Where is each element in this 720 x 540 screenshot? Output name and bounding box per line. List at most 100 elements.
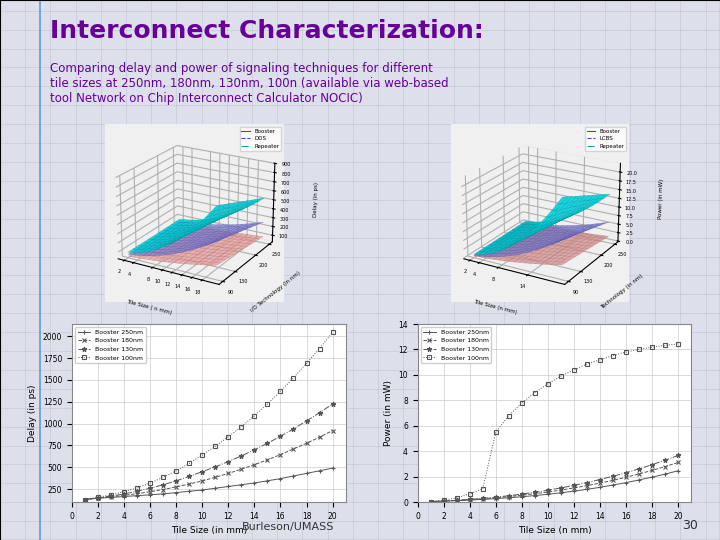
Booster 130nm [237,453,246,459]
Booster 250nm [172,489,181,496]
Line: Booster 250nm: Booster 250nm [83,465,335,502]
Booster 100nm [289,375,298,381]
Booster 250nm [518,494,526,500]
Booster 250nm [595,484,604,490]
Booster 250nm [159,491,168,497]
Line: Booster 130nm: Booster 130nm [428,453,680,504]
Booster 250nm [250,480,258,486]
Booster 250nm [635,477,644,483]
Booster 180nm [315,434,324,441]
Booster 180nm [185,481,194,487]
Booster 180nm [531,490,539,497]
Booster 250nm [146,491,155,498]
Y-axis label: Delay (in ps): Delay (in ps) [28,384,37,442]
Booster 100nm [198,452,207,458]
Booster 180nm [224,470,233,477]
Booster 100nm [159,474,168,481]
Booster 100nm [674,341,683,347]
Booster 130nm [315,409,324,416]
Booster 250nm [557,490,565,496]
Booster 180nm [94,495,102,501]
Booster 180nm [648,467,657,474]
Booster 180nm [81,496,89,503]
Booster 130nm [492,494,500,501]
Booster 130nm [250,447,258,453]
Booster 250nm [674,468,683,474]
Booster 180nm [635,471,644,477]
Booster 130nm [198,468,207,475]
Booster 130nm [159,482,168,488]
X-axis label: Tile Size (in mm): Tile Size (in mm) [171,526,247,536]
Booster 100nm [582,361,591,367]
Line: Booster 250nm: Booster 250nm [428,468,680,504]
Booster 180nm [120,492,128,498]
Booster 100nm [518,400,526,406]
Text: Comparing delay and power of signaling techniques for different
tile sizes at 25: Comparing delay and power of signaling t… [50,62,449,105]
Booster 100nm [465,491,474,497]
Booster 100nm [622,349,631,355]
Booster 130nm [595,476,604,483]
Booster 250nm [452,497,461,504]
Booster 100nm [544,381,552,387]
Booster 250nm [107,494,115,501]
Booster 100nm [328,329,337,335]
Booster 100nm [635,346,644,353]
Booster 180nm [452,497,461,504]
Legend: Booster 250nm, Booster 180nm, Booster 130nm, Booster 100nm: Booster 250nm, Booster 180nm, Booster 13… [75,327,145,363]
Booster 180nm [146,489,155,495]
Booster 250nm [237,482,246,488]
Booster 100nm [120,489,128,495]
Line: Booster 100nm: Booster 100nm [83,330,335,502]
Legend: Booster 250nm, Booster 180nm, Booster 130nm, Booster 100nm: Booster 250nm, Booster 180nm, Booster 13… [420,327,491,363]
Booster 130nm [94,495,102,501]
Booster 180nm [159,487,168,493]
Line: Booster 180nm: Booster 180nm [428,460,680,504]
Booster 130nm [518,491,526,497]
Booster 130nm [132,488,141,495]
Booster 130nm [635,465,644,472]
Booster 100nm [302,360,311,367]
Booster 100nm [132,484,141,491]
Booster 250nm [608,482,617,488]
Booster 100nm [557,373,565,380]
Booster 100nm [276,388,285,395]
Booster 100nm [172,468,181,474]
Booster 180nm [465,496,474,503]
Line: Booster 100nm: Booster 100nm [428,341,680,504]
Booster 100nm [185,460,194,467]
Booster 180nm [570,485,578,491]
Booster 130nm [557,485,565,491]
Booster 130nm [648,461,657,468]
Booster 180nm [237,466,246,472]
Booster 180nm [478,496,487,502]
Booster 180nm [276,451,285,458]
Booster 100nm [439,497,448,503]
Booster 100nm [648,344,657,350]
Booster 250nm [648,474,657,481]
Booster 180nm [250,461,258,468]
Booster 130nm [622,469,631,476]
Booster 130nm [107,493,115,500]
Booster 130nm [263,440,271,447]
Booster 250nm [426,498,435,505]
Booster 130nm [674,452,683,458]
Booster 250nm [94,495,102,502]
Booster 180nm [263,457,271,463]
Booster 130nm [661,457,670,463]
Booster 250nm [315,468,324,474]
Text: 30: 30 [683,519,698,532]
Booster 180nm [608,477,617,483]
Booster 130nm [146,485,155,491]
Booster 100nm [595,356,604,363]
Text: Interconnect Characterization:: Interconnect Characterization: [50,19,484,43]
Booster 250nm [622,480,631,486]
Booster 130nm [185,473,194,480]
Line: Booster 130nm: Booster 130nm [83,402,335,502]
Booster 250nm [132,492,141,499]
Booster 130nm [328,401,337,407]
Booster 250nm [81,496,89,503]
Booster 180nm [172,484,181,490]
Booster 180nm [198,477,207,484]
Booster 130nm [172,477,181,484]
X-axis label: Tile Size ( n mm): Tile Size ( n mm) [127,299,173,315]
